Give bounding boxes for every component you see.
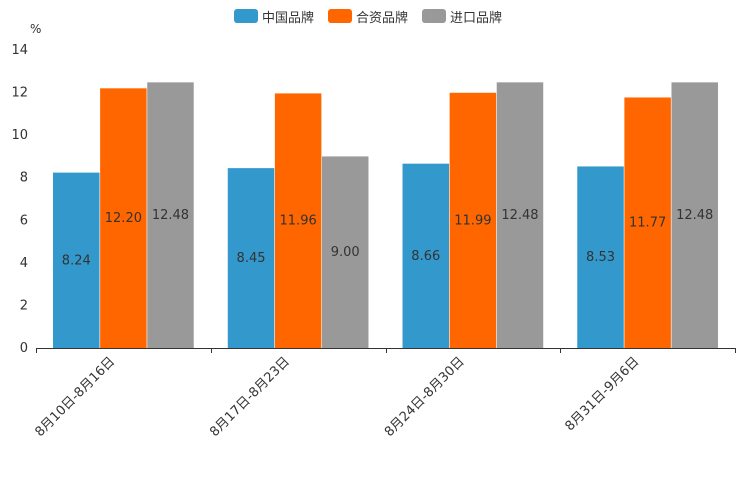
- bar: [577, 166, 624, 348]
- bar-value-label: 8.53: [586, 250, 615, 265]
- legend-label-china-brand: 中国品牌: [262, 10, 315, 26]
- legend-item-import-brand[interactable]: 进口品牌: [422, 7, 502, 26]
- bar-value-label: 8.66: [411, 249, 440, 264]
- y-tick-label: 14: [11, 43, 28, 58]
- bar-value-label: 11.77: [629, 216, 666, 231]
- x-tick-label: 8月31日-9月6日: [563, 354, 643, 434]
- legend-swatch-joint-venture-brand: [328, 9, 353, 23]
- y-tick-label: 2: [20, 298, 28, 313]
- bar: [321, 156, 369, 348]
- x-tick-label: 8月24日-8月30日: [382, 354, 468, 440]
- bar: [624, 97, 671, 349]
- chart-legend: 中国品牌 合资品牌 进口品牌: [234, 7, 502, 26]
- legend-swatch-import-brand: [422, 9, 447, 23]
- bar-value-label: 12.48: [676, 208, 713, 223]
- y-tick-label: 8: [20, 171, 28, 186]
- legend-swatch-china-brand: [234, 9, 258, 23]
- x-tick-label: 8月17日-8月23日: [207, 354, 293, 440]
- y-tick-label: 6: [20, 213, 28, 228]
- y-tick-label: 4: [20, 256, 28, 271]
- bar-value-label: 8.45: [237, 251, 266, 266]
- legend-item-china-brand[interactable]: 中国品牌: [234, 7, 314, 26]
- bar-value-label: 12.48: [501, 208, 538, 223]
- bar-value-label: 12.48: [152, 208, 189, 223]
- bar-value-label: 8.24: [62, 253, 91, 268]
- y-tick-label: 0: [20, 341, 28, 356]
- y-axis-unit-label: %: [30, 22, 42, 36]
- bar: [449, 92, 497, 348]
- bar: [147, 82, 194, 349]
- y-tick-label: 12: [11, 86, 28, 101]
- bar: [671, 82, 718, 349]
- bar: [402, 163, 450, 348]
- bar-value-label: 12.20: [105, 211, 142, 226]
- y-tick-label: 10: [11, 128, 28, 143]
- bar: [496, 82, 544, 349]
- bar-value-label: 9.00: [331, 245, 360, 260]
- bar: [53, 172, 100, 348]
- bar: [227, 168, 275, 348]
- bar-value-label: 11.96: [280, 214, 317, 229]
- bar: [274, 93, 322, 349]
- bar-value-label: 11.99: [454, 213, 491, 228]
- bar: [100, 88, 147, 349]
- legend-label-joint-venture-brand: 合资品牌: [356, 10, 409, 26]
- legend-item-joint-venture-brand[interactable]: 合资品牌: [328, 7, 408, 26]
- legend-label-import-brand: 进口品牌: [450, 10, 503, 26]
- x-tick-label: 8月10日-8月16日: [32, 354, 118, 440]
